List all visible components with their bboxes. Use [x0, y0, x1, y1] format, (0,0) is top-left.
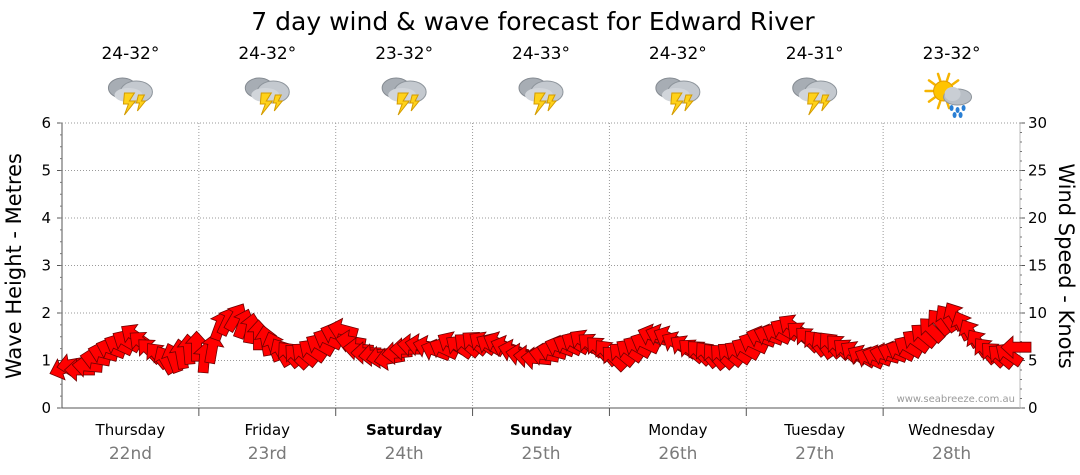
wind-arrow [1000, 335, 1032, 360]
right-tick-label: 20 [1028, 209, 1047, 227]
storm-icon [655, 77, 701, 116]
left-tick-label: 1 [41, 352, 51, 370]
day-temperature: 24-32° [238, 44, 296, 64]
sun-shower-icon [924, 72, 973, 118]
right-tick-label: 5 [1028, 352, 1038, 370]
chart-title: 7 day wind & wave forecast for Edward Ri… [251, 7, 815, 36]
wind-arrows [49, 302, 1032, 382]
wind-arrow [327, 317, 359, 341]
storm-icon [792, 77, 838, 116]
day-temperature: 24-31° [786, 44, 844, 64]
storm-icon [381, 77, 427, 116]
left-tick-label: 4 [41, 209, 51, 227]
day-date-label: 26th [658, 444, 697, 464]
day-date-label: 24th [385, 444, 424, 464]
watermark: www.seabreeze.com.au [897, 394, 1015, 405]
day-temperature: 24-32° [649, 44, 707, 64]
right-tick-label: 0 [1028, 399, 1038, 417]
storm-icon [518, 77, 564, 116]
day-name-label: Sunday [510, 421, 573, 439]
day-date-label: 28th [932, 444, 971, 464]
right-tick-label: 15 [1028, 257, 1047, 275]
day-date-label: 25th [521, 444, 560, 464]
day-date-label: 27th [795, 444, 834, 464]
right-axis-ticks: 0 5 10 15 20 25 30 [1020, 114, 1047, 417]
day-name-label: Thursday [95, 421, 166, 439]
left-tick-label: 3 [41, 257, 51, 275]
day-forecast-headers: 24-32° 24-32° 23-32° 24-33° 24-32° 24-31° 23-3… [101, 44, 981, 118]
right-tick-label: 30 [1028, 114, 1047, 132]
day-name-label: Tuesday [783, 421, 845, 439]
day-name-label: Friday [245, 421, 291, 439]
day-temperature: 23-32° [923, 44, 981, 64]
left-tick-label: 6 [41, 114, 51, 132]
left-axis-title: Wave Height - Metres [2, 153, 26, 379]
day-temperature: 23-32° [375, 44, 433, 64]
day-temperature: 24-32° [101, 44, 159, 64]
left-tick-label: 0 [41, 399, 51, 417]
day-date-label: 23rd [248, 444, 287, 464]
day-temperature: 24-33° [512, 44, 570, 64]
right-tick-label: 10 [1028, 304, 1047, 322]
right-axis-title: Wind Speed - Knots [1054, 163, 1078, 368]
day-name-label: Wednesday [908, 421, 995, 439]
day-name-label: Saturday [366, 421, 443, 439]
day-date-label: 22nd [109, 444, 152, 464]
left-tick-label: 2 [41, 304, 51, 322]
right-tick-label: 25 [1028, 162, 1047, 180]
day-name-label: Monday [648, 421, 707, 439]
left-tick-label: 5 [41, 162, 51, 180]
storm-icon [244, 77, 290, 116]
day-axis-labels: Thursday 22nd Friday 23rd Saturday 24th Sunday… [95, 408, 995, 464]
storm-icon [107, 77, 153, 116]
left-axis-ticks: 0 1 2 3 4 5 6 [41, 114, 62, 417]
